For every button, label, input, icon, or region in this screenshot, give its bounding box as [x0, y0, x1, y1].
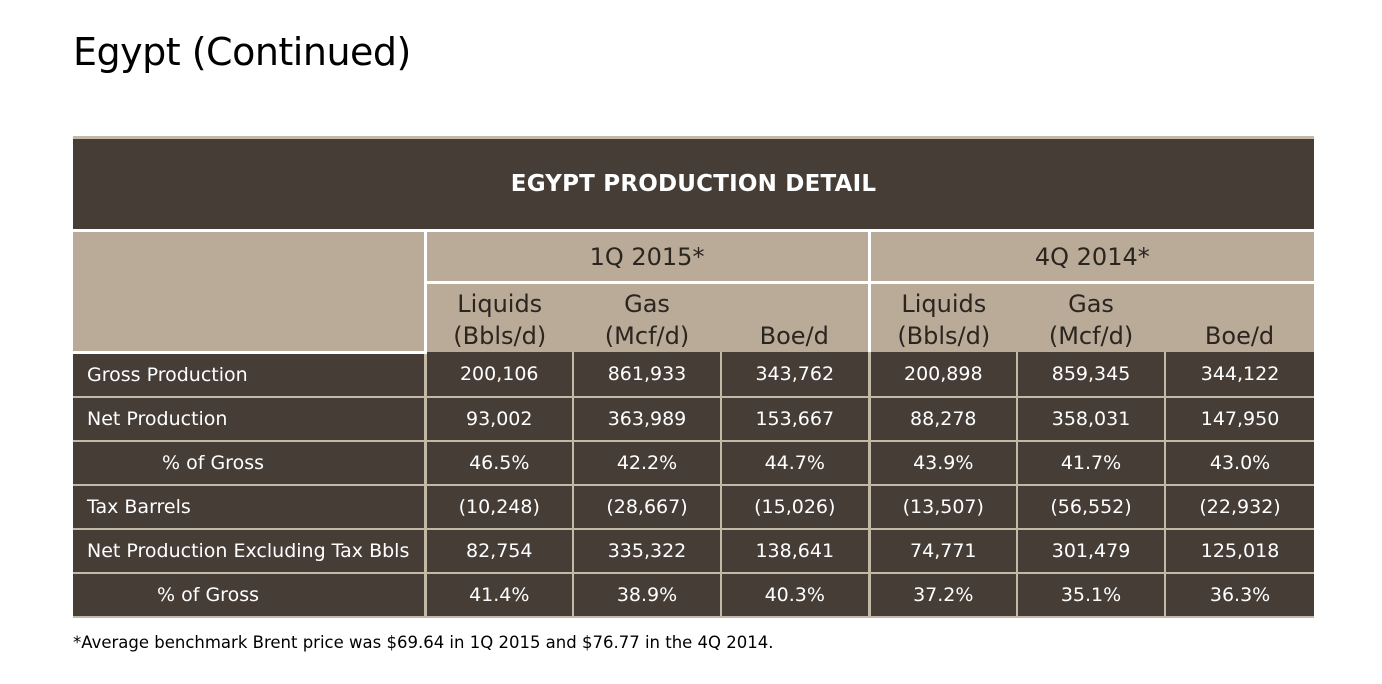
table-cell: 38.9%: [573, 572, 722, 618]
table-top-rule: [73, 136, 1314, 139]
table-row: Tax Barrels (10,248) (28,667) (15,026) (13,5…: [73, 484, 1315, 530]
table-cell: 344,122: [1165, 352, 1315, 398]
row-label: Tax Barrels: [73, 484, 427, 530]
col-header-line1: Gas: [624, 290, 670, 318]
col-header-liquids: Liquids (Bbls/d): [423, 282, 573, 352]
col-header-liquids: Liquids (Bbls/d): [867, 282, 1018, 352]
table-cell: 363,989: [573, 396, 722, 442]
table-cell: 153,667: [721, 396, 871, 442]
col-header-gas: Gas (Mcf/d): [573, 282, 721, 352]
table-cell: 42.2%: [573, 440, 722, 486]
table-cell: 74,771: [869, 528, 1019, 574]
table-cell: 44.7%: [721, 440, 871, 486]
table-cell: (10,248): [425, 484, 574, 530]
table-cell: 861,933: [573, 352, 722, 398]
production-detail-grid: 1Q 2015* 4Q 2014* Liquids (Bbls/d) Gas (Mc…: [73, 229, 1315, 618]
table-cell: 41.4%: [425, 572, 574, 618]
table-cell: 343,762: [721, 352, 871, 398]
table-row: Net Production 93,002 363,989 153,667 88,278…: [73, 396, 1315, 442]
table-cell: 93,002: [425, 396, 574, 442]
table-cell: 43.9%: [869, 440, 1019, 486]
col-header-line1: Liquids: [457, 290, 543, 318]
table-cell: (15,026): [721, 484, 871, 530]
row-label: Gross Production: [73, 352, 427, 398]
table-cell: 41.7%: [1017, 440, 1167, 486]
footnote: *Average benchmark Brent price was $69.6…: [73, 633, 774, 652]
col-header-line2: (Mcf/d): [604, 322, 690, 350]
period-header-row: 1Q 2015* 4Q 2014*: [73, 229, 1315, 354]
table-cell: 82,754: [425, 528, 574, 574]
table-cell: 301,479: [1017, 528, 1167, 574]
table-cell: 46.5%: [425, 440, 574, 486]
table-cell: 138,641: [721, 528, 871, 574]
row-label: Net Production: [73, 396, 427, 442]
table-cell: 43.0%: [1165, 440, 1315, 486]
table-cell: 358,031: [1017, 396, 1167, 442]
table-cell: 200,106: [425, 352, 574, 398]
table-cell: 335,322: [573, 528, 722, 574]
col-header-line2: Boe/d: [759, 322, 829, 350]
table-row: Net Production Excluding Tax Bbls 82,754 3…: [73, 528, 1315, 574]
col-header-line1: Gas: [1068, 290, 1114, 318]
table-cell: 35.1%: [1017, 572, 1167, 618]
column-header-row: Liquids (Bbls/d) Gas (Mcf/d) Boe/d Liquids…: [73, 282, 1315, 352]
table-row: % of Gross 46.5% 42.2% 44.7% 43.9% 41.7% 43.0%: [73, 440, 1315, 486]
col-header-boe: Boe/d: [1165, 282, 1315, 352]
period-header-4q-2014: 4Q 2014*: [867, 229, 1315, 284]
production-table: EGYPT PRODUCTION DETAIL 1Q 2015* 4Q 2014…: [73, 136, 1315, 618]
table-cell: 125,018: [1165, 528, 1315, 574]
col-header-line2: Boe/d: [1204, 322, 1275, 350]
col-header-line2: (Bbls/d): [453, 322, 547, 350]
col-header-boe: Boe/d: [721, 282, 870, 352]
table-cell: 147,950: [1165, 396, 1315, 442]
page-title: Egypt (Continued): [73, 30, 411, 74]
col-header-gas: Gas (Mcf/d): [1017, 282, 1166, 352]
table-cell: 859,345: [1017, 352, 1167, 398]
table-cell: 37.2%: [869, 572, 1019, 618]
table-cell: 36.3%: [1165, 572, 1315, 618]
table-cell: (22,932): [1165, 484, 1315, 530]
table-cell: 88,278: [869, 396, 1019, 442]
table-cell: (56,552): [1017, 484, 1167, 530]
table-row: Gross Production 200,106 861,933 343,762 200…: [73, 352, 1315, 398]
col-header-line2: (Mcf/d): [1048, 322, 1134, 350]
table-cell: (28,667): [573, 484, 722, 530]
col-header-line1: Liquids: [901, 290, 987, 318]
header-blank-cell: [73, 229, 427, 354]
row-label: Net Production Excluding Tax Bbls: [73, 528, 427, 574]
table-cell: (13,507): [869, 484, 1019, 530]
table-title: EGYPT PRODUCTION DETAIL: [73, 139, 1314, 229]
table-cell: 200,898: [869, 352, 1019, 398]
period-header-1q-2015: 1Q 2015*: [423, 229, 870, 284]
row-label: % of Gross: [73, 440, 427, 486]
table-cell: 40.3%: [721, 572, 871, 618]
row-label: % of Gross: [73, 572, 427, 618]
table-row: % of Gross 41.4% 38.9% 40.3% 37.2% 35.1% 36.3%: [73, 572, 1315, 618]
col-header-line2: (Bbls/d): [897, 322, 991, 350]
table-body: Gross Production 200,106 861,933 343,762 200…: [73, 352, 1315, 618]
